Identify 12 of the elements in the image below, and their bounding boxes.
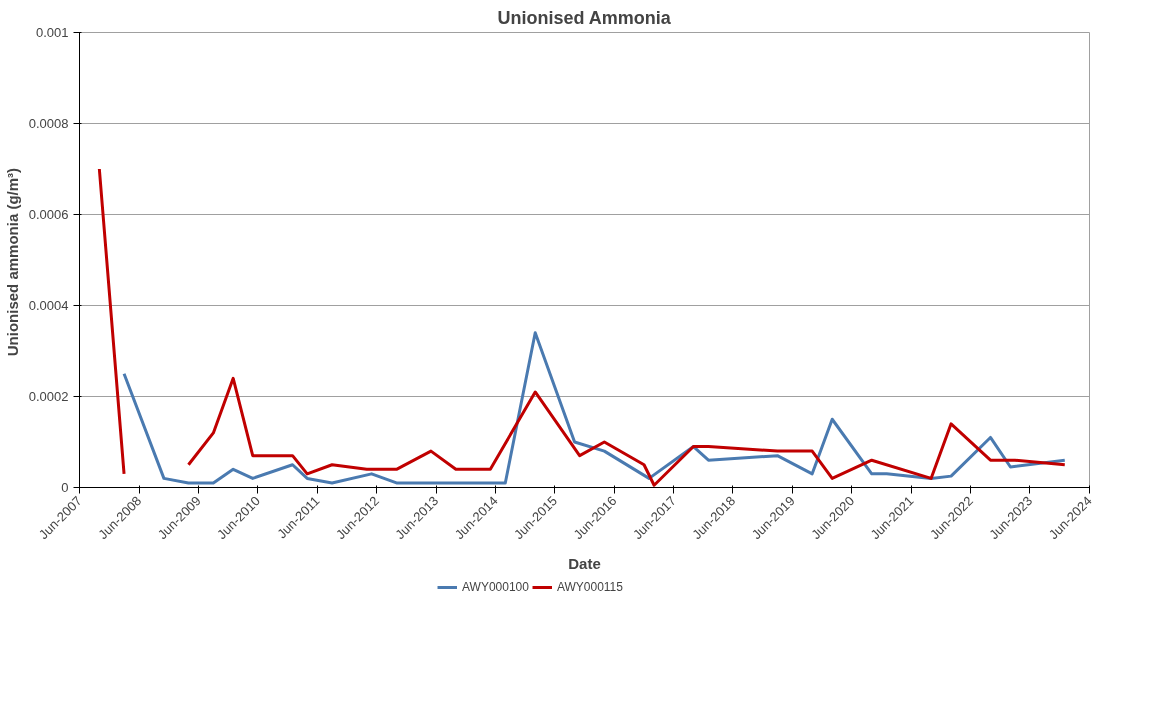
chart-title: Unionised Ammonia [497,7,672,28]
y-tick-label: 0.0008 [28,116,69,131]
y-tick-label: 0.0004 [28,298,69,313]
y-axis-title: Unionised ammonia (g/m³) [3,167,21,357]
y-tick-label: 0 [61,480,69,495]
line-series [122,331,1067,485]
y-tick-label: 0.0006 [28,207,69,222]
y-tick-label: 0.001 [35,25,69,40]
legend-label: AWY000100 [461,580,529,594]
x-axis-title: Date [568,555,601,573]
legend-label: AWY000115 [556,580,623,594]
y-tick-label: 0.0002 [28,389,69,404]
